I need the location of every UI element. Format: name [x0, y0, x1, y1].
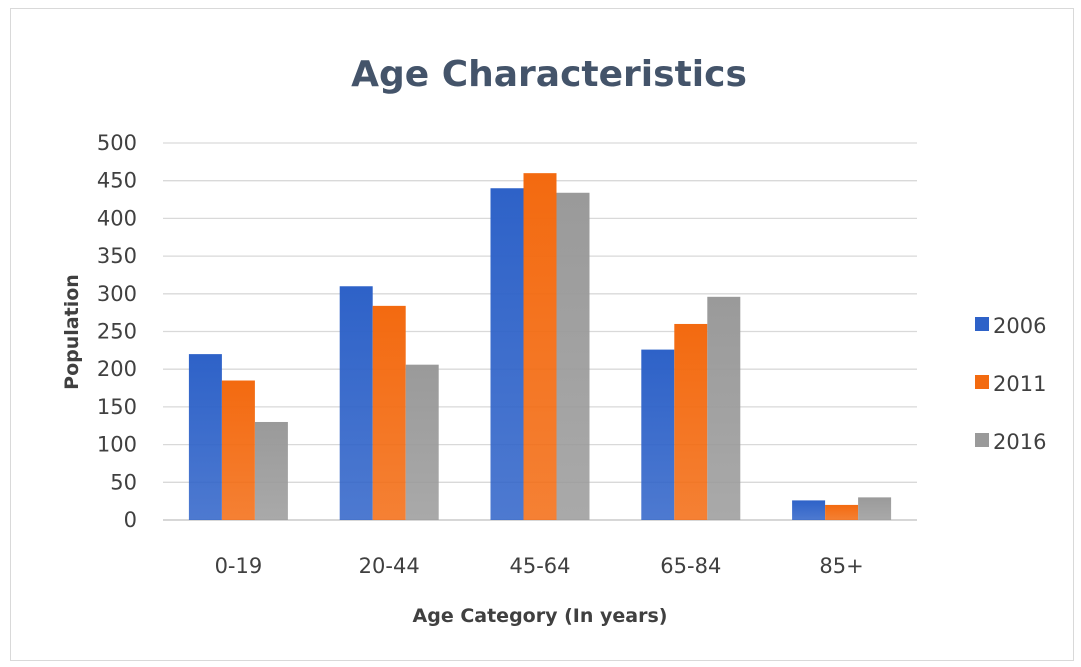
legend-swatch-2006	[975, 317, 989, 331]
bar-2011-45-64	[523, 173, 557, 520]
bar-2011-85+	[825, 504, 859, 520]
x-axis-ticks: 0-19 20-44 45-64 65-84 85+	[215, 554, 864, 578]
bar-2006-20-44	[339, 286, 373, 520]
y-tick-label: 400	[97, 206, 137, 230]
y-tick-label: 300	[97, 282, 137, 306]
bar-2006-65-84	[641, 349, 675, 520]
y-tick-label: 0	[124, 508, 137, 532]
bar-2011-0-19	[221, 380, 255, 520]
y-tick-label: 350	[97, 244, 137, 268]
y-tick-label: 150	[97, 395, 137, 419]
x-tick-label: 20-44	[359, 554, 420, 578]
x-axis-title: Age Category (In years)	[413, 605, 668, 627]
x-tick-label: 85+	[819, 554, 863, 578]
bar-2006-45-64	[490, 188, 524, 521]
bar-2016-65-84	[707, 296, 741, 520]
legend-label-2006: 2006	[993, 314, 1046, 338]
legend-label-2011: 2011	[993, 372, 1046, 396]
bar-2011-20-44	[372, 305, 406, 520]
bar-2006-0-19	[188, 354, 222, 520]
bar-2016-85+	[858, 497, 892, 520]
legend-swatch-2011	[975, 375, 989, 389]
y-tick-label: 450	[97, 169, 137, 193]
x-tick-label: 65-84	[660, 554, 721, 578]
x-tick-label: 0-19	[215, 554, 263, 578]
bar-2016-20-44	[405, 364, 439, 520]
bars	[188, 173, 892, 521]
bar-2006-85+	[792, 500, 826, 520]
y-tick-label: 250	[97, 320, 137, 344]
legend-label-2016: 2016	[993, 430, 1046, 454]
y-tick-label: 500	[97, 131, 137, 155]
bar-2011-65-84	[674, 323, 708, 520]
y-axis-title: Population	[61, 274, 83, 390]
y-tick-label: 200	[97, 357, 137, 381]
bar-2016-0-19	[254, 421, 288, 520]
y-tick-label: 50	[110, 470, 137, 494]
legend: 2006 2011 2016	[975, 314, 1046, 454]
legend-swatch-2016	[975, 433, 989, 447]
bar-2016-45-64	[556, 192, 590, 520]
chart-title: Age Characteristics	[351, 54, 747, 95]
y-axis-ticks: 0 50 100 150 200 250 300 350 400 450 500	[97, 131, 137, 532]
y-tick-label: 100	[97, 433, 137, 457]
x-tick-label: 45-64	[509, 554, 570, 578]
